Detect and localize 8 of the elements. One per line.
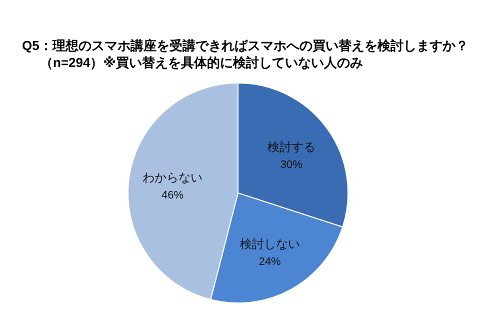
slice-label: 検討する [267,140,316,154]
data-label: 46% [162,190,184,202]
data-label: 30% [280,159,303,172]
slice-label: 検討しない [240,236,300,251]
chart-subtitle: （n=294）※買い替えを具体的に検討していない人のみ [40,55,363,70]
slice-label: わからない [142,170,203,185]
data-label: 24% [258,256,282,268]
chart-title: Q5：理想のスマホ講座を受講できればスマホへの買い替えを検討しますか？ [22,38,468,53]
